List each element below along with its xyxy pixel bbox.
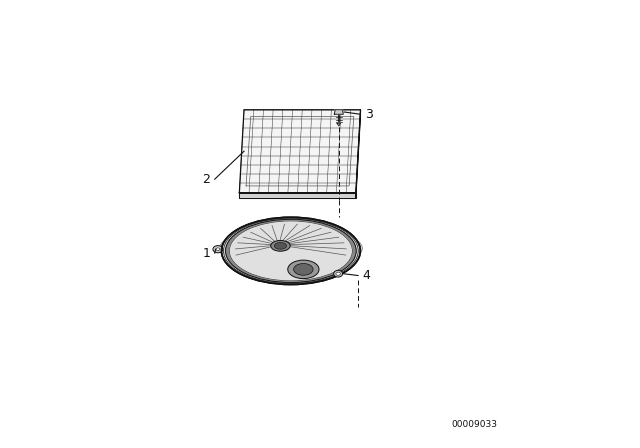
- Ellipse shape: [333, 271, 342, 277]
- Ellipse shape: [226, 220, 356, 283]
- Text: 4: 4: [362, 269, 371, 282]
- Polygon shape: [334, 110, 343, 114]
- Ellipse shape: [223, 218, 358, 284]
- Polygon shape: [239, 193, 356, 198]
- Text: 2: 2: [202, 172, 210, 186]
- Ellipse shape: [288, 260, 319, 279]
- Text: 00009033: 00009033: [451, 420, 497, 429]
- Ellipse shape: [226, 220, 356, 283]
- Polygon shape: [337, 123, 340, 126]
- Ellipse shape: [213, 246, 223, 253]
- Ellipse shape: [230, 221, 352, 280]
- Ellipse shape: [271, 241, 290, 251]
- Ellipse shape: [216, 248, 220, 250]
- Ellipse shape: [336, 272, 340, 275]
- Ellipse shape: [294, 263, 313, 275]
- Polygon shape: [239, 110, 360, 193]
- Ellipse shape: [221, 217, 360, 284]
- Ellipse shape: [230, 221, 352, 280]
- Polygon shape: [356, 110, 360, 198]
- Ellipse shape: [274, 242, 287, 249]
- Text: 3: 3: [365, 108, 372, 121]
- Text: 1: 1: [202, 246, 210, 260]
